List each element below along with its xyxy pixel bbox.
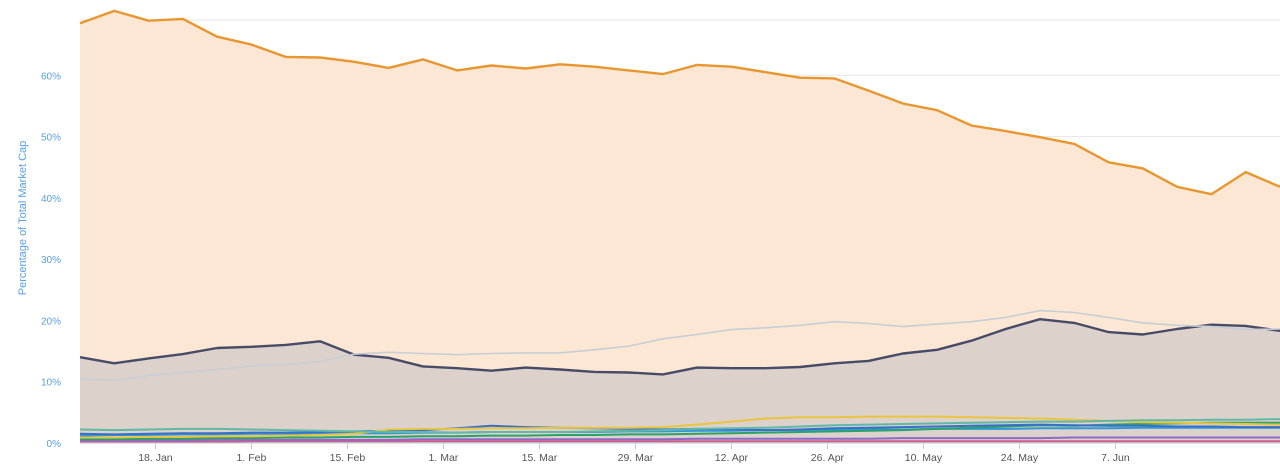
series-area-2 [80,319,1280,443]
y-tick-label: 50% [41,133,61,144]
series-line-4[interactable] [80,415,1280,439]
y-axis-label: Percentage of Total Market Cap [17,141,29,296]
series-line-2[interactable] [79,318,1280,376]
series-areas [80,10,1280,444]
x-tick-label: 12. Apr [715,452,749,464]
x-tick-label: 10. May [905,452,943,464]
x-tick-label: 29. Mar [618,452,654,464]
x-tick-label: 1. Mar [429,452,459,464]
x-tick-label: 15. Mar [522,452,558,464]
x-tick-label: 15. Feb [330,452,366,464]
y-tick-label: 20% [41,316,61,327]
series-line-7[interactable] [79,426,1280,437]
x-tick-label: 1. Feb [237,452,267,464]
y-tick-label: 40% [41,194,61,205]
series-lines [79,9,1280,443]
series-line-9[interactable] [80,440,1280,443]
y-tick-label: 30% [41,255,61,266]
x-tick-label: 18. Jan [138,452,173,464]
series-line-1[interactable] [79,309,1280,382]
y-tick-label: 60% [41,71,61,82]
axes [80,442,1280,449]
series-area-0 [80,10,1280,444]
series-line-8[interactable] [80,436,1280,442]
x-tick-label: 24. May [1001,452,1039,464]
y-tick-label: 10% [41,378,61,389]
x-tick-labels: 18. Jan 1. Feb 15. Feb 1. Mar 15. Mar 29. Mar… [138,452,1130,464]
series-line-0[interactable] [79,9,1280,196]
series-line-3[interactable] [79,418,1280,434]
y-tick-labels: 0% 10% 20% 30% 40% 50% 60% [41,71,61,450]
y-tick-label: 0% [47,439,62,450]
x-tick-label: 26. Apr [811,452,845,464]
x-tick-label: 7. Jun [1101,452,1130,464]
